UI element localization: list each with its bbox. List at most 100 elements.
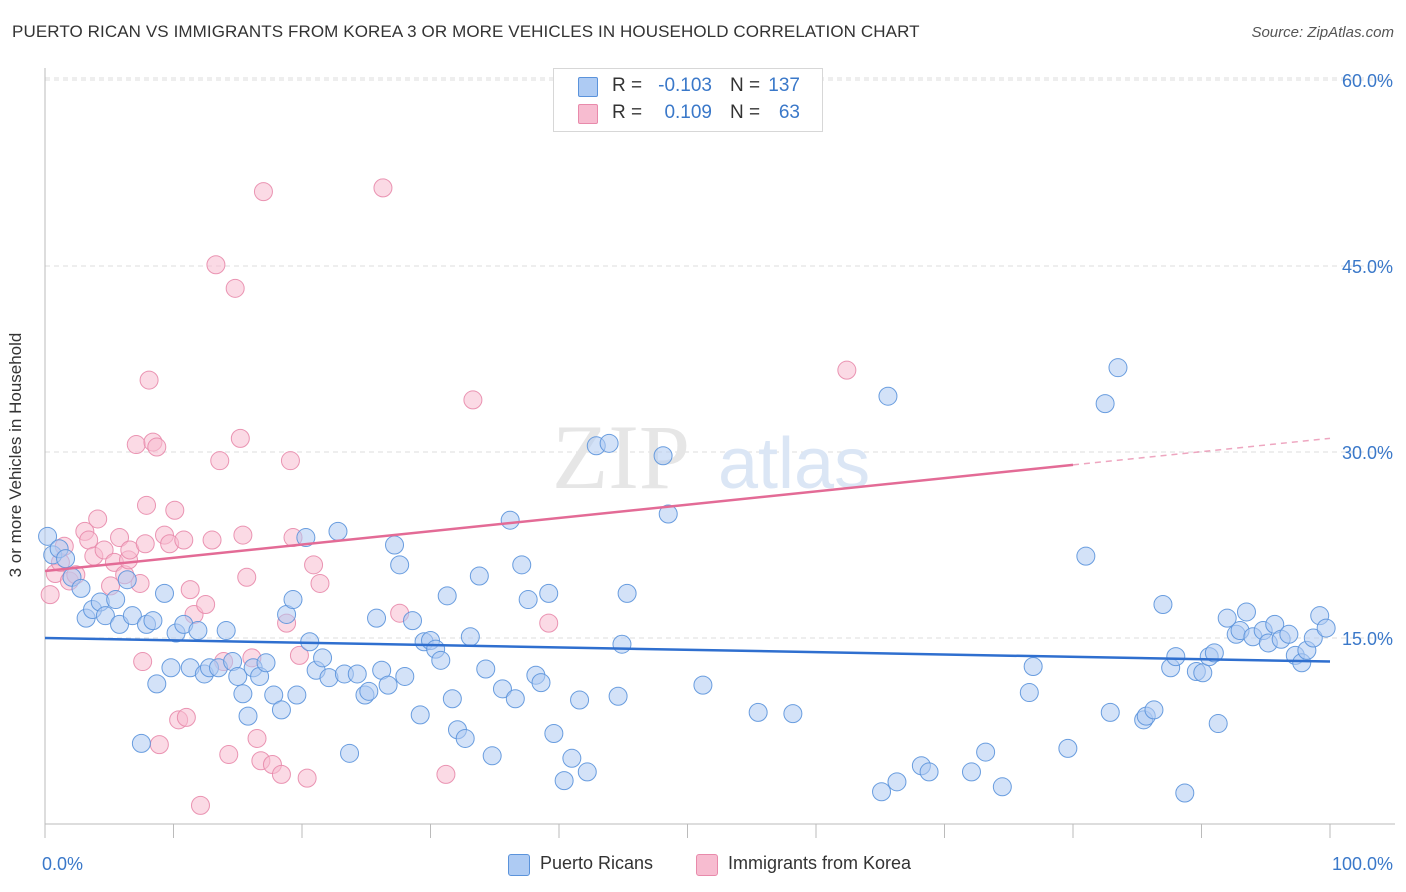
puerto-rican-point — [1193, 663, 1213, 683]
korea-point — [373, 178, 393, 198]
korea-point — [137, 495, 157, 515]
puerto-rican-point — [455, 728, 475, 748]
puerto-rican-point — [554, 771, 574, 791]
puerto-rican-point — [544, 723, 564, 743]
puerto-rican-point — [878, 386, 898, 406]
puerto-rican-point — [271, 700, 291, 720]
korea-point — [219, 745, 239, 765]
data-points — [38, 178, 1336, 815]
puerto-rican-point — [961, 762, 981, 782]
puerto-rican-point — [38, 526, 58, 546]
puerto-rican-point — [1279, 624, 1299, 644]
korea-point — [271, 764, 291, 784]
korea-point — [230, 428, 250, 448]
legend-swatch-blue — [578, 77, 598, 97]
korea-point — [253, 182, 273, 202]
puerto-rican-point — [359, 681, 379, 701]
korea-point — [110, 528, 130, 548]
puerto-rican-point — [410, 705, 430, 725]
correlation-legend: R = -0.103 N = 137 R = 0.109 N = 63 — [553, 68, 823, 132]
x-tick-label-max: 100.0% — [1332, 854, 1393, 874]
korea-point — [88, 509, 108, 529]
korea-point — [174, 530, 194, 550]
legend-r-value: 0.109 — [664, 102, 712, 123]
puerto-rican-point — [95, 606, 115, 626]
korea-point — [139, 370, 159, 390]
korea-trend-line — [44, 463, 1074, 573]
korea-point — [202, 530, 222, 550]
puerto-rican-point — [992, 777, 1012, 797]
y-axis-label: 3 or more Vehicles in Household — [6, 332, 25, 578]
puerto-rican-point — [1175, 783, 1195, 803]
legend-swatch-blue — [508, 854, 530, 876]
puerto-rican-point — [131, 733, 151, 753]
puerto-rican-point — [233, 684, 253, 704]
puerto-rican-point — [287, 685, 307, 705]
puerto-rican-point — [872, 782, 892, 802]
korea-point — [147, 437, 167, 457]
watermark-atlas: atlas — [718, 424, 870, 504]
puerto-rican-point — [570, 690, 590, 710]
y-tick-label: 45.0% — [1342, 257, 1393, 277]
puerto-rican-point — [476, 659, 496, 679]
puerto-rican-point — [1019, 683, 1039, 703]
puerto-rican-point — [1208, 714, 1228, 734]
puerto-rican-point — [1316, 618, 1336, 638]
korea-point — [297, 768, 317, 788]
x-tick-label-min: 0.0% — [42, 854, 83, 874]
puerto-rican-point — [748, 702, 768, 722]
puerto-rican-point — [512, 555, 532, 575]
puerto-rican-point — [505, 689, 525, 709]
puerto-rican-point — [482, 746, 502, 766]
korea-point — [176, 707, 196, 727]
legend-n-value: 137 — [768, 75, 800, 96]
puerto-rican-point — [1076, 546, 1096, 566]
puerto-rican-point — [155, 583, 175, 603]
korea-point — [463, 390, 483, 410]
puerto-rican-point — [693, 675, 713, 695]
puerto-rican-point — [378, 675, 398, 695]
puerto-rican-point — [1144, 700, 1164, 720]
puerto-rican-point — [1023, 657, 1043, 677]
legend-n-value: 63 — [778, 102, 800, 123]
korea-point — [837, 360, 857, 380]
puerto-rican-point — [188, 621, 208, 641]
puerto-rican-point — [228, 666, 248, 686]
korea-point — [247, 728, 267, 748]
puerto-rican-point — [347, 664, 367, 684]
legend-n-label: N = — [730, 75, 761, 96]
puerto-rican-point — [313, 648, 333, 668]
y-tick-label: 60.0% — [1342, 71, 1393, 91]
y-tick-label: 30.0% — [1342, 443, 1393, 463]
legend-r-value: -0.103 — [658, 75, 712, 96]
korea-point — [289, 645, 309, 665]
y-tick-label: 15.0% — [1342, 629, 1393, 649]
puerto-rican-point — [1236, 602, 1256, 622]
puerto-rican-point — [500, 510, 520, 530]
puerto-rican-point — [658, 504, 678, 524]
puerto-rican-point — [283, 590, 303, 610]
puerto-rican-trend-line — [44, 636, 1331, 663]
korea-point — [233, 525, 253, 545]
korea-point — [190, 795, 210, 815]
puerto-rican-point — [531, 673, 551, 693]
korea-point — [196, 595, 216, 615]
puerto-rican-point — [612, 634, 632, 654]
puerto-rican-point — [1166, 647, 1186, 667]
puerto-rican-point — [367, 608, 387, 628]
puerto-rican-point — [431, 650, 451, 670]
grid-lines — [45, 77, 1395, 639]
puerto-rican-point — [256, 653, 276, 673]
puerto-rican-point — [437, 586, 457, 606]
korea-point — [225, 278, 245, 298]
puerto-rican-point — [296, 528, 316, 548]
puerto-rican-point — [562, 748, 582, 768]
puerto-rican-point — [143, 611, 163, 631]
puerto-rican-point — [238, 706, 258, 726]
tick-labels: 15.0% 30.0% 45.0% 60.0% 0.0% 100.0% — [42, 71, 1393, 874]
puerto-rican-point — [328, 521, 348, 541]
puerto-rican-point — [1095, 394, 1115, 414]
korea-point — [94, 540, 114, 560]
korea-point — [304, 555, 324, 575]
